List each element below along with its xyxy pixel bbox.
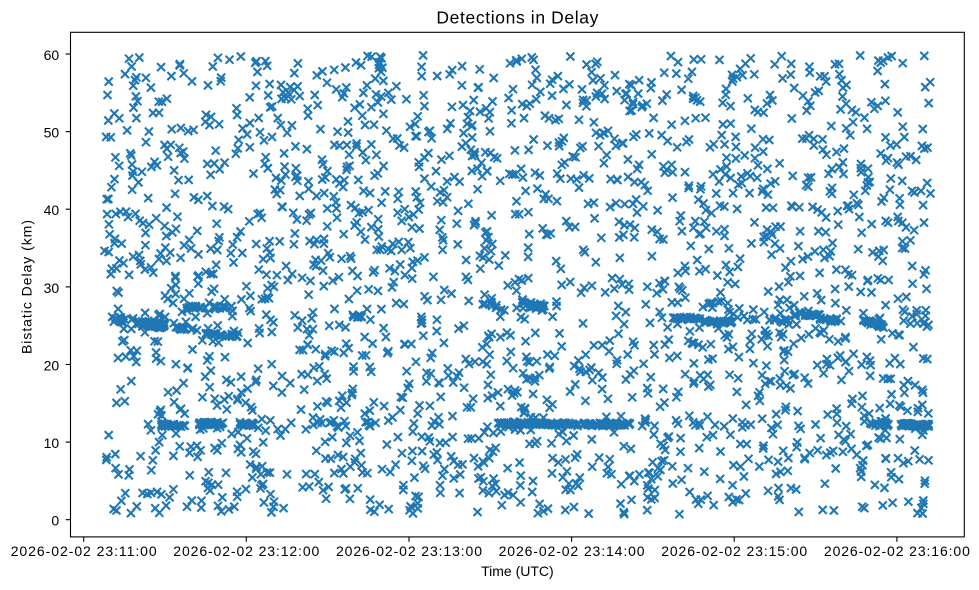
svg-text:30: 30 (44, 280, 60, 296)
svg-text:40: 40 (44, 202, 60, 218)
svg-text:2026-02-02 23:13:00: 2026-02-02 23:13:00 (336, 543, 482, 559)
svg-text:50: 50 (44, 125, 60, 141)
svg-text:20: 20 (44, 358, 60, 374)
svg-text:Bistatic Delay (km): Bistatic Delay (km) (19, 220, 35, 354)
svg-text:0: 0 (51, 513, 59, 529)
svg-text:2026-02-02 23:11:00: 2026-02-02 23:11:00 (11, 543, 157, 559)
svg-text:2026-02-02 23:15:00: 2026-02-02 23:15:00 (661, 543, 807, 559)
svg-text:2026-02-02 23:14:00: 2026-02-02 23:14:00 (499, 543, 645, 559)
svg-text:60: 60 (44, 47, 60, 63)
svg-text:2026-02-02 23:16:00: 2026-02-02 23:16:00 (824, 543, 970, 559)
svg-text:Detections in Delay: Detections in Delay (436, 8, 598, 28)
svg-text:2026-02-02 23:12:00: 2026-02-02 23:12:00 (173, 543, 319, 559)
svg-text:10: 10 (44, 435, 60, 451)
svg-text:Time (UTC): Time (UTC) (481, 563, 554, 579)
